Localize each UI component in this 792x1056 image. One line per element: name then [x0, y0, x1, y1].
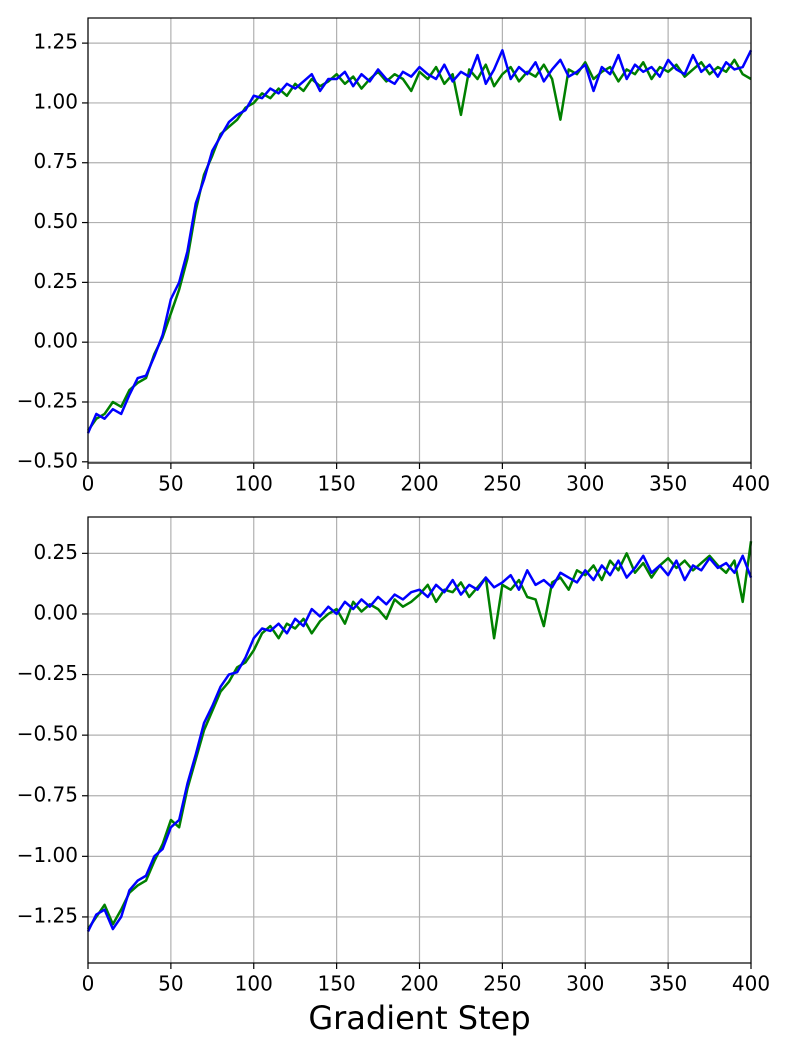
x-tick-label: 250	[483, 972, 521, 996]
line-series	[86, 554, 753, 933]
y-tick-label: −0.50	[17, 722, 78, 746]
x-tick-label: 300	[566, 972, 604, 996]
line-series	[86, 49, 753, 434]
x-tick-label: 350	[649, 472, 687, 496]
x-tick-label: 0	[82, 972, 95, 996]
x-tick-label: 350	[649, 972, 687, 996]
y-tick-label: 0.00	[33, 600, 78, 624]
y-tick-label: 0.25	[33, 540, 78, 564]
x-tick-label: 200	[400, 472, 438, 496]
y-tick-label: −1.00	[17, 843, 78, 867]
x-tick-label: 400	[732, 472, 770, 496]
y-tick-label: −0.25	[17, 661, 78, 685]
x-tick-label: 200	[400, 972, 438, 996]
y-tick-label: 0.75	[33, 149, 78, 173]
x-tick-label: 50	[158, 472, 183, 496]
plot-frame	[87, 17, 752, 464]
y-tick-label: 0.25	[33, 269, 78, 293]
x-tick-label: 50	[158, 972, 183, 996]
x-tick-label: 300	[566, 472, 604, 496]
x-axis-label: Gradient Step	[308, 999, 530, 1037]
line-series	[86, 541, 753, 930]
plot-frame	[87, 516, 752, 964]
y-tick-label: 0.00	[33, 329, 78, 353]
y-tick-label: 1.25	[33, 30, 78, 54]
x-tick-label: 400	[732, 972, 770, 996]
x-tick-label: 0	[82, 472, 95, 496]
x-tick-label: 150	[318, 972, 356, 996]
y-tick-label: 1.00	[33, 89, 78, 113]
x-tick-label: 100	[235, 972, 273, 996]
x-tick-label: 250	[483, 472, 521, 496]
y-tick-label: −0.50	[17, 448, 78, 472]
x-tick-label: 100	[235, 472, 273, 496]
y-tick-label: 0.50	[33, 209, 78, 233]
x-tick-label: 150	[318, 472, 356, 496]
y-tick-label: −0.25	[17, 388, 78, 412]
y-tick-label: −0.75	[17, 782, 78, 806]
y-tick-label: −1.25	[17, 903, 78, 927]
